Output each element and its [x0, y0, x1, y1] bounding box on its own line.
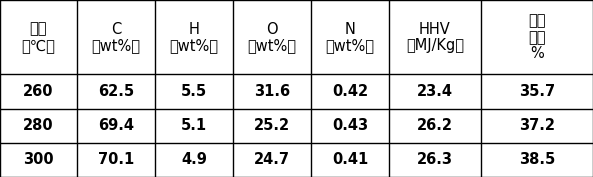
Text: 残渣: 残渣: [528, 13, 546, 28]
Text: 280: 280: [23, 118, 54, 133]
Text: （MJ/Kg）: （MJ/Kg）: [406, 38, 464, 53]
Text: 0.43: 0.43: [332, 118, 368, 133]
Text: 0.41: 0.41: [332, 152, 368, 167]
Text: 300: 300: [23, 152, 54, 167]
Text: 26.3: 26.3: [417, 152, 453, 167]
Text: 0.42: 0.42: [332, 84, 368, 99]
Text: 温度: 温度: [30, 22, 47, 36]
Text: HHV: HHV: [419, 22, 451, 36]
Text: 69.4: 69.4: [98, 118, 134, 133]
Text: 4.9: 4.9: [181, 152, 207, 167]
Text: 70.1: 70.1: [98, 152, 134, 167]
Text: 62.5: 62.5: [98, 84, 134, 99]
Text: 5.1: 5.1: [181, 118, 207, 133]
Text: （wt%）: （wt%）: [170, 38, 218, 53]
Text: 5.5: 5.5: [181, 84, 207, 99]
Text: C: C: [111, 22, 121, 36]
Text: （℃）: （℃）: [21, 38, 55, 53]
Text: （wt%）: （wt%）: [326, 38, 375, 53]
Text: 260: 260: [23, 84, 54, 99]
Text: （wt%）: （wt%）: [91, 38, 141, 53]
Text: 38.5: 38.5: [519, 152, 555, 167]
Text: 35.7: 35.7: [519, 84, 555, 99]
Text: 24.7: 24.7: [254, 152, 290, 167]
Text: 收率: 收率: [528, 30, 546, 45]
Text: N: N: [345, 22, 355, 36]
Text: 23.4: 23.4: [417, 84, 453, 99]
Text: （wt%）: （wt%）: [247, 38, 296, 53]
Text: 26.2: 26.2: [417, 118, 453, 133]
Text: 31.6: 31.6: [254, 84, 290, 99]
Text: %: %: [530, 46, 544, 61]
Text: O: O: [266, 22, 278, 36]
Text: 25.2: 25.2: [254, 118, 290, 133]
Text: H: H: [189, 22, 199, 36]
Text: 37.2: 37.2: [519, 118, 555, 133]
